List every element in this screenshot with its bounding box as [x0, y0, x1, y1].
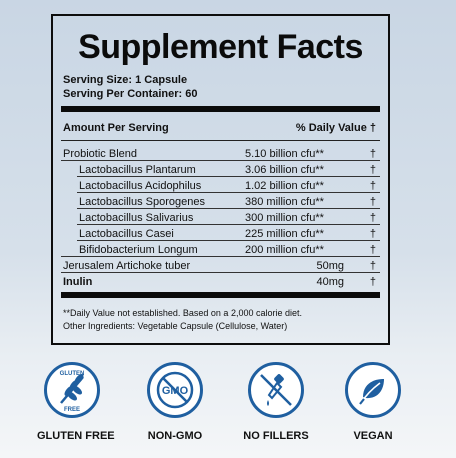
wheat-icon: GLUTEN FREE: [44, 362, 100, 418]
row-divider: [61, 272, 380, 273]
panel-title: Supplement Facts: [78, 28, 363, 66]
nutrient-name: Bifidobacterium Longum: [79, 244, 198, 256]
nutrient-amount: 1.02 billion cfu**: [245, 180, 324, 192]
nutrient-dv: †: [369, 164, 376, 176]
nutrient-row: Lactobacillus Salivarius 300 million cfu…: [53, 209, 388, 225]
nutrient-amount: 300 million cfu**: [245, 212, 324, 224]
leaf-icon: [345, 362, 401, 418]
ring-bottom-text: FREE: [64, 407, 80, 413]
servings-per-container: Serving Per Container: 60: [63, 88, 198, 100]
nutrient-dv: †: [369, 212, 376, 224]
supplement-facts-panel: Supplement Facts Serving Size: 1 Capsule…: [51, 14, 390, 345]
thick-divider-bottom: [61, 292, 380, 298]
no-fillers-badge: NO FILLERS: [241, 362, 311, 442]
row-divider: [77, 208, 380, 209]
nutrient-name: Probiotic Blend: [63, 148, 137, 160]
nutrient-amount: 3.06 billion cfu**: [245, 164, 324, 176]
row-divider: [77, 240, 380, 241]
nutrient-name: Inulin: [63, 276, 93, 288]
daily-value-header: % Daily Value †: [295, 122, 376, 134]
vegan-badge: VEGAN: [338, 362, 408, 442]
gluten-free-badge: GLUTEN FREE GLUTEN FREE: [37, 362, 115, 442]
gmo-text: GMO: [162, 385, 189, 397]
ring-top-text: GLUTEN: [60, 371, 85, 377]
nutrient-dv: †: [369, 228, 376, 240]
badge-label: NO FILLERS: [243, 430, 309, 442]
nutrient-amount: 200 million cfu**: [245, 244, 324, 256]
thick-divider-top: [61, 106, 380, 112]
nutrient-amount: 225 million cfu**: [245, 228, 324, 240]
nutrient-name: Lactobacillus Salivarius: [79, 212, 194, 224]
badge-label: NON-GMO: [147, 430, 203, 442]
badge-label: VEGAN: [353, 430, 393, 442]
row-divider: [77, 176, 380, 177]
nutrient-row: Jerusalem Artichoke tuber 50mg †: [53, 257, 388, 273]
nutrient-amount: 50mg: [316, 260, 344, 272]
row-divider: [61, 256, 380, 257]
nutrient-name: Lactobacillus Sporogenes: [79, 196, 205, 208]
nutrient-dv: †: [369, 276, 376, 288]
nutrient-amount: 380 million cfu**: [245, 196, 324, 208]
serving-size: Serving Size: 1 Capsule: [63, 74, 188, 86]
row-divider: [77, 224, 380, 225]
badge-label: GLUTEN FREE: [37, 430, 115, 442]
nutrient-name: Jerusalem Artichoke tuber: [63, 260, 191, 272]
amount-per-serving-header: Amount Per Serving: [63, 122, 169, 134]
nutrient-amount: 40mg: [316, 276, 344, 288]
nutrient-row: Bifidobacterium Longum 200 million cfu**…: [53, 241, 388, 257]
header-divider: [61, 140, 380, 141]
nutrient-amount: 5.10 billion cfu**: [245, 148, 324, 160]
non-gmo-badge: GMO NON-GMO: [140, 362, 210, 442]
nutrient-dv: †: [369, 180, 376, 192]
row-divider: [61, 160, 380, 161]
nutrient-name: Lactobacillus Acidophilus: [79, 180, 202, 192]
nutrient-dv: †: [369, 148, 376, 160]
nutrient-row: Lactobacillus Acidophilus 1.02 billion c…: [53, 177, 388, 193]
row-divider: [77, 192, 380, 193]
nutrient-dv: †: [369, 196, 376, 208]
footnote: **Daily Value not established. Based on …: [63, 308, 302, 318]
nutrient-row: Lactobacillus Plantarum 3.06 billion cfu…: [53, 161, 388, 177]
other-ingredients: Other Ingredients: Vegetable Capsule (Ce…: [63, 321, 288, 331]
dropper-icon: [248, 362, 304, 418]
nutrient-row: Probiotic Blend 5.10 billion cfu** †: [53, 145, 388, 161]
nutrient-dv: †: [369, 244, 376, 256]
gmo-icon: GMO: [147, 362, 203, 418]
nutrient-dv: †: [369, 260, 376, 272]
nutrient-row: Inulin 40mg †: [53, 273, 388, 289]
nutrient-row: Lactobacillus Sporogenes 380 million cfu…: [53, 193, 388, 209]
nutrient-name: Lactobacillus Casei: [79, 228, 174, 240]
nutrient-row: Lactobacillus Casei 225 million cfu** †: [53, 225, 388, 241]
nutrient-name: Lactobacillus Plantarum: [79, 164, 196, 176]
